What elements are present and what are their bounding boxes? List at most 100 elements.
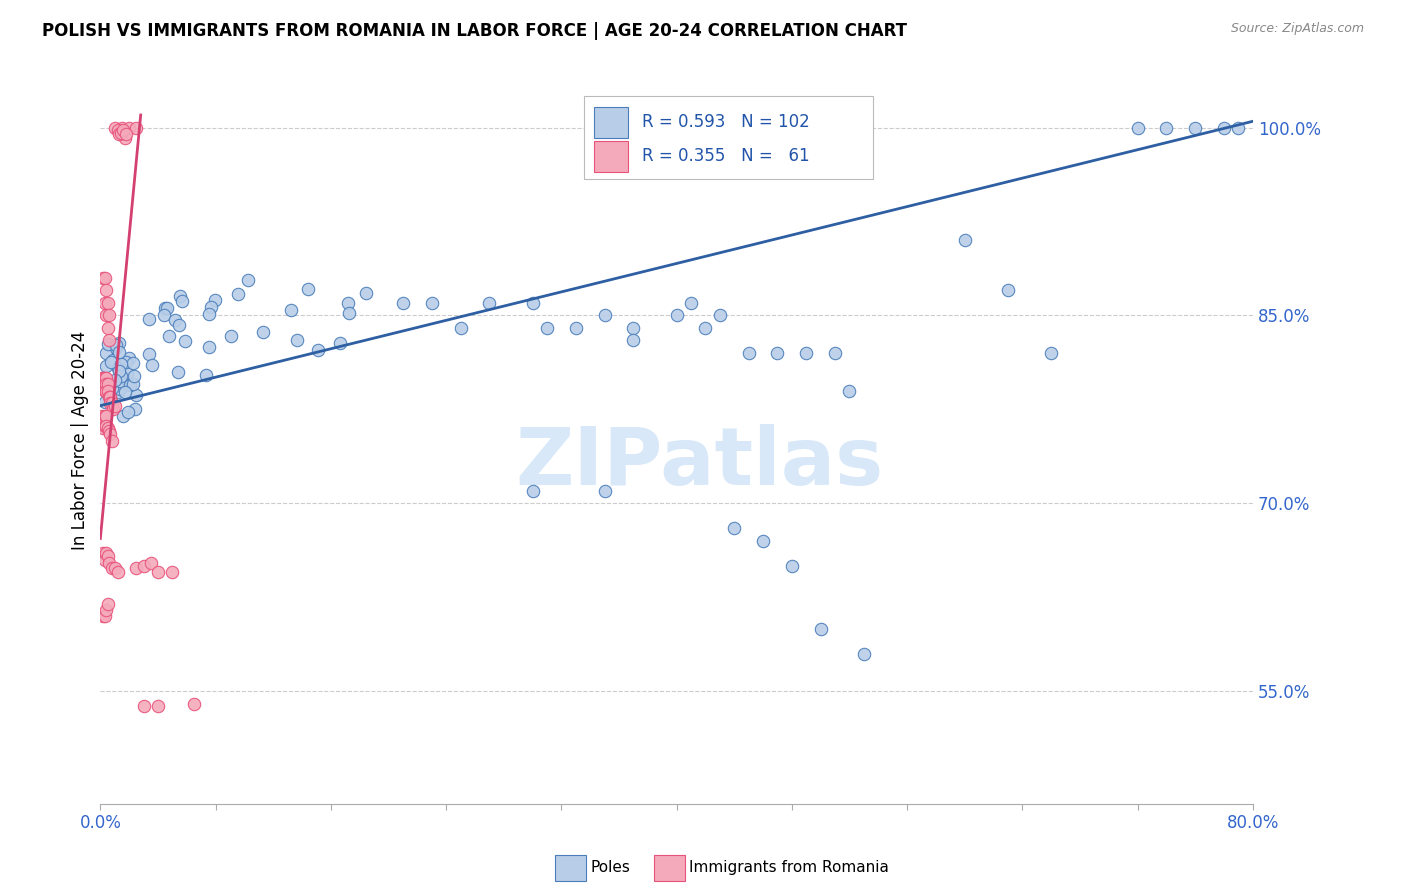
Text: Immigrants from Romania: Immigrants from Romania bbox=[689, 861, 889, 875]
Point bbox=[162, 566, 184, 580]
Point bbox=[96, 549, 118, 563]
Point bbox=[100, 390, 122, 404]
Point bbox=[709, 309, 731, 323]
Point bbox=[737, 346, 759, 360]
Point bbox=[124, 401, 146, 416]
Point bbox=[100, 355, 122, 369]
Point bbox=[132, 699, 155, 714]
Point bbox=[307, 343, 329, 358]
Point bbox=[107, 361, 129, 376]
Point bbox=[91, 546, 114, 560]
Point bbox=[110, 126, 132, 140]
Point bbox=[100, 396, 122, 410]
Point bbox=[101, 353, 124, 368]
Point bbox=[111, 120, 134, 135]
Bar bbox=[593, 107, 628, 137]
Point bbox=[665, 309, 688, 323]
Point bbox=[198, 307, 221, 321]
Text: POLISH VS IMMIGRANTS FROM ROMANIA IN LABOR FORCE | AGE 20-24 CORRELATION CHART: POLISH VS IMMIGRANTS FROM ROMANIA IN LAB… bbox=[42, 22, 907, 40]
Point bbox=[810, 622, 832, 636]
Point bbox=[153, 308, 176, 322]
Point bbox=[93, 609, 115, 624]
Point bbox=[165, 313, 187, 327]
Point bbox=[101, 381, 124, 395]
Point bbox=[156, 301, 179, 316]
Text: Poles: Poles bbox=[591, 861, 630, 875]
Point bbox=[297, 282, 319, 296]
Point bbox=[94, 309, 117, 323]
Point bbox=[118, 377, 141, 392]
Point bbox=[110, 369, 132, 384]
Point bbox=[93, 418, 115, 433]
Point bbox=[1156, 120, 1178, 135]
Point bbox=[329, 336, 352, 351]
Point bbox=[125, 120, 148, 135]
Point bbox=[169, 289, 191, 303]
Point bbox=[204, 293, 226, 308]
Point bbox=[695, 321, 717, 335]
Point bbox=[132, 559, 155, 574]
Point bbox=[104, 120, 127, 135]
Point bbox=[337, 296, 360, 310]
Point bbox=[138, 312, 160, 326]
Point bbox=[98, 376, 121, 391]
Point bbox=[420, 296, 443, 310]
Point bbox=[94, 359, 117, 374]
Point bbox=[752, 533, 775, 548]
Point bbox=[103, 402, 125, 417]
Point bbox=[1213, 120, 1236, 135]
Point bbox=[93, 271, 115, 285]
Point bbox=[104, 337, 127, 351]
Point bbox=[94, 284, 117, 298]
Point bbox=[96, 296, 118, 310]
Point bbox=[97, 336, 120, 351]
Point bbox=[94, 418, 117, 433]
FancyBboxPatch shape bbox=[585, 95, 873, 179]
Point bbox=[104, 373, 127, 387]
Point bbox=[1227, 120, 1250, 135]
Point bbox=[101, 434, 124, 448]
Point bbox=[522, 483, 544, 498]
Point bbox=[93, 371, 115, 385]
Point bbox=[94, 603, 117, 617]
Point bbox=[94, 345, 117, 359]
Y-axis label: In Labor Force | Age 20-24: In Labor Force | Age 20-24 bbox=[72, 331, 89, 550]
Point bbox=[522, 296, 544, 310]
Point bbox=[110, 375, 132, 389]
Point bbox=[155, 301, 177, 315]
Point bbox=[93, 377, 115, 392]
Point bbox=[100, 427, 122, 442]
Point bbox=[94, 377, 117, 392]
Point bbox=[115, 127, 138, 141]
Point bbox=[536, 321, 558, 335]
Point bbox=[170, 294, 193, 309]
Point bbox=[104, 561, 127, 575]
Point bbox=[98, 334, 121, 348]
Point bbox=[117, 405, 139, 419]
Point bbox=[146, 699, 169, 714]
Point bbox=[838, 384, 860, 398]
Text: ZIPatlas: ZIPatlas bbox=[516, 424, 884, 501]
Point bbox=[93, 409, 115, 423]
Point bbox=[118, 120, 141, 135]
Point bbox=[90, 371, 112, 385]
Point bbox=[98, 390, 121, 404]
Point bbox=[392, 296, 415, 310]
Point bbox=[450, 321, 472, 335]
Point bbox=[780, 559, 803, 574]
Point bbox=[98, 309, 121, 323]
Point bbox=[1126, 120, 1149, 135]
Point bbox=[138, 347, 160, 361]
Point bbox=[238, 273, 260, 287]
Point bbox=[824, 346, 846, 360]
Point bbox=[91, 371, 114, 385]
Point bbox=[997, 284, 1019, 298]
Point bbox=[124, 388, 146, 402]
Point bbox=[101, 561, 124, 575]
Point bbox=[114, 130, 136, 145]
Point bbox=[91, 411, 114, 425]
Point bbox=[200, 300, 222, 314]
Point bbox=[111, 127, 134, 141]
Point bbox=[226, 287, 249, 301]
Point bbox=[91, 609, 114, 624]
